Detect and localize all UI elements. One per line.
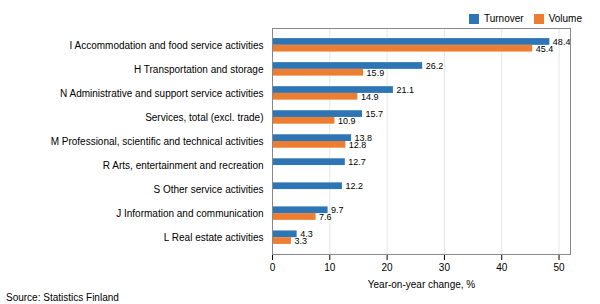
svg-text:3.3: 3.3: [294, 236, 307, 246]
svg-text:26.2: 26.2: [426, 61, 444, 71]
svg-text:7.6: 7.6: [319, 212, 332, 222]
svg-text:I Accommodation and food servi: I Accommodation and food service activit…: [70, 40, 264, 51]
svg-text:J Information and communicatio: J Information and communication: [116, 208, 263, 219]
html-text:Source: Statistics Finland: Source: Statistics Finland: [6, 292, 119, 303]
svg-text:H Transportation and storage: H Transportation and storage: [134, 64, 264, 75]
svg-text:14.9: 14.9: [361, 92, 379, 102]
svg-text:L Real estate activities: L Real estate activities: [164, 232, 264, 243]
svg-text:9.7: 9.7: [331, 205, 344, 215]
svg-text:48.4: 48.4: [553, 37, 571, 47]
svg-text:12.8: 12.8: [349, 140, 367, 150]
svg-text:S Other service activities: S Other service activities: [153, 184, 263, 195]
svg-text:10: 10: [324, 262, 336, 273]
svg-text:21.1: 21.1: [396, 85, 414, 95]
svg-text:4.3: 4.3: [300, 229, 313, 240]
svg-text:50: 50: [553, 262, 565, 273]
html-text:Volume: Volume: [548, 13, 582, 24]
svg-text:10.9: 10.9: [338, 116, 356, 126]
svg-text:30: 30: [439, 262, 451, 273]
svg-text:40: 40: [496, 262, 508, 273]
svg-text:13.8: 13.8: [354, 133, 373, 143]
svg-text:12.2: 12.2: [345, 181, 363, 191]
svg-text:15.7: 15.7: [365, 109, 383, 119]
svg-text:R Arts, entertainment and recr: R Arts, entertainment and recreation: [103, 160, 264, 171]
svg-text:0: 0: [270, 262, 276, 273]
svg-text:20: 20: [382, 262, 394, 273]
svg-text:15.9: 15.9: [367, 68, 385, 78]
svg-text:Services, total (excl. trade): Services, total (excl. trade): [145, 112, 263, 123]
svg-text:N Administrative and support s: N Administrative and support service act…: [60, 88, 263, 99]
svg-text:12.7: 12.7: [348, 157, 366, 167]
html-text:Turnover: Turnover: [484, 13, 524, 24]
svg-text:M Professional, scientific and: M Professional, scientific and technical…: [51, 136, 264, 147]
svg-text:45.4: 45.4: [536, 44, 554, 54]
svg-text:Year-on-year change, %: Year-on-year change, %: [368, 279, 476, 290]
